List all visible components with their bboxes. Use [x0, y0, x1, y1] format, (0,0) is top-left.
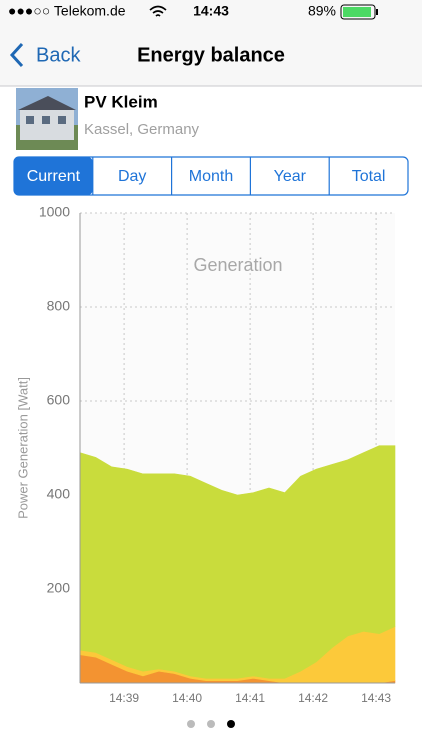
battery-text: 89% [308, 3, 336, 19]
tab[interactable]: Year [274, 168, 307, 185]
page-dot[interactable] [207, 720, 215, 728]
plant-photo [16, 88, 78, 150]
y-axis-label: Power Generation [Watt] [15, 377, 30, 519]
chart-title: Generation [193, 255, 282, 275]
x-tick-label: 14:43 [361, 691, 391, 705]
y-tick-label: 400 [47, 486, 71, 502]
x-tick-label: 14:42 [298, 691, 328, 705]
tab[interactable]: Current [27, 168, 81, 185]
wifi-icon [149, 5, 167, 17]
x-tick-label: 14:41 [235, 691, 265, 705]
back-button[interactable]: Back [36, 44, 81, 66]
tab[interactable]: Total [352, 168, 386, 185]
tab-active-bg [14, 157, 93, 195]
battery-icon [340, 4, 378, 20]
y-tick-label: 800 [47, 298, 71, 314]
page-dot[interactable] [227, 720, 235, 728]
plant-location: Kassel, Germany [84, 121, 200, 138]
y-tick-label: 1000 [39, 204, 70, 220]
carrier: ●●●○○ Telekom.de [8, 3, 126, 19]
x-tick-label: 14:39 [109, 691, 139, 705]
back-chevron[interactable] [9, 42, 24, 68]
tab[interactable]: Month [189, 168, 233, 185]
clock: 14:43 [193, 3, 229, 19]
y-tick-label: 200 [47, 580, 71, 596]
area [79, 445, 396, 679]
plant-name: PV Kleim [84, 92, 158, 111]
tab[interactable]: Day [118, 168, 146, 185]
nav-title: Energy balance [137, 44, 285, 66]
page-dot[interactable] [187, 720, 195, 728]
y-tick-label: 600 [47, 392, 71, 408]
x-tick-label: 14:40 [172, 691, 202, 705]
